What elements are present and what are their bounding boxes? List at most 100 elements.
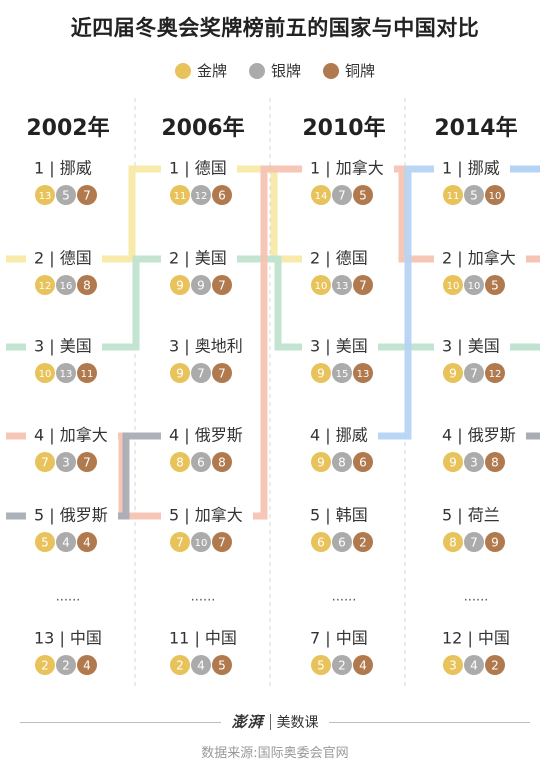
data-source: 数据来源:国际奥委会官网: [201, 746, 349, 761]
gold-medal-count: 8: [449, 536, 457, 550]
rank-country-label: 3 | 美国: [442, 337, 500, 356]
gold-medal-circle: [35, 452, 55, 472]
rank-country-label: 5 | 韩国: [310, 506, 368, 525]
silver-medal-count: 9: [197, 279, 205, 293]
silver-medal-count: 13: [336, 281, 349, 292]
bronze-medal-count: 10: [489, 191, 502, 202]
silver-medal-count: 7: [470, 536, 478, 550]
rank-country-label: 2 | 德国: [34, 249, 92, 268]
legend-label-gold: 金牌: [196, 62, 227, 80]
label-backdrop: [26, 505, 118, 527]
chart-title: 近四届冬奥会奖牌榜前五的国家与中国对比: [70, 16, 480, 40]
legend-label-bronze: 铜牌: [345, 62, 376, 80]
gold-medal-count: 12: [39, 281, 52, 292]
silver-medal-circle: [56, 532, 76, 552]
silver-medal-circle: [332, 452, 352, 472]
silver-medal-circle: [464, 185, 484, 205]
gold-medal-circle: [443, 452, 463, 472]
year-header: 2010年: [302, 115, 385, 141]
brand-name: 美数课: [276, 714, 319, 731]
silver-medal-circle: [332, 363, 352, 383]
medal-counts: 13 5 7: [35, 185, 97, 205]
silver-medal-circle: [56, 452, 76, 472]
silver-medal-circle: [191, 655, 211, 675]
gold-medal-count: 10: [315, 281, 328, 292]
connector-美国: [6, 255, 187, 351]
gold-medal-count: 9: [176, 367, 184, 381]
bronze-medal-circle: [212, 655, 232, 675]
gold-medal-circle: [170, 185, 190, 205]
bronze-medal-circle: [212, 185, 232, 205]
medal-counts: 10 10 5: [443, 275, 505, 295]
bronze-medal-circle: [353, 532, 373, 552]
gold-medal-count: 9: [317, 367, 325, 381]
rank-country-label: 2 | 加拿大: [442, 249, 516, 268]
silver-medal-dot: [248, 62, 265, 79]
gold-medal-count: 9: [449, 367, 457, 381]
bronze-medal-circle: [353, 363, 373, 383]
silver-medal-circle: [56, 655, 76, 675]
bronze-medal-circle: [353, 275, 373, 295]
gold-medal-count: 11: [447, 191, 460, 202]
silver-medal-circle: [191, 452, 211, 472]
bronze-medal-circle: [212, 452, 232, 472]
medal-counts: 7 10 7: [170, 532, 232, 552]
gold-medal-count: 9: [176, 279, 184, 293]
gold-medal-count: 14: [315, 191, 328, 202]
label-backdrop: [302, 336, 378, 358]
ellipsis: ......: [464, 590, 489, 605]
silver-medal-count: 8: [338, 456, 346, 470]
bronze-medal-count: 4: [83, 536, 91, 550]
gold-medal-count: 8: [176, 456, 184, 470]
bronze-medal-circle: [212, 275, 232, 295]
legend: 金牌 银牌 铜牌: [0, 60, 550, 81]
rank-country-label: 5 | 荷兰: [442, 506, 500, 525]
bronze-medal-count: 4: [83, 659, 91, 673]
bronze-medal-circle: [485, 452, 505, 472]
silver-medal-count: 3: [470, 456, 478, 470]
rank-country-label: 3 | 美国: [34, 337, 92, 356]
gold-medal-count: 6: [317, 536, 325, 550]
china-rank-label: 12 | 中国: [442, 629, 510, 648]
gold-medal-circle: [35, 532, 55, 552]
rank-country-label: 5 | 加拿大: [169, 506, 243, 525]
label-backdrop: [26, 248, 102, 270]
gold-medal-circle: [311, 275, 331, 295]
ellipsis: ......: [56, 590, 81, 605]
china-rank-label: 13 | 中国: [34, 629, 102, 648]
gold-medal-circle: [170, 275, 190, 295]
silver-medal-count: 6: [338, 536, 346, 550]
brand-separator: [269, 713, 271, 730]
bronze-medal-circle: [485, 532, 505, 552]
silver-medal-circle: [191, 275, 211, 295]
gold-medal-circle: [35, 363, 55, 383]
silver-medal-count: 4: [197, 659, 205, 673]
ellipsis: ......: [191, 590, 216, 605]
label-backdrop: [434, 628, 518, 650]
china-rank-label: 7 | 中国: [310, 629, 368, 648]
label-backdrop: [434, 425, 526, 447]
label-backdrop: [302, 505, 378, 527]
connector-俄罗斯: [6, 432, 187, 520]
gold-medal-circle: [311, 532, 331, 552]
gold-medal-count: 7: [176, 536, 184, 550]
gold-medal-count: 2: [176, 659, 184, 673]
silver-medal-count: 5: [470, 189, 478, 203]
bronze-medal-count: 2: [491, 659, 499, 673]
label-backdrop: [161, 336, 253, 358]
gold-medal-count: 9: [317, 456, 325, 470]
silver-medal-circle: [332, 655, 352, 675]
label-backdrop: [161, 158, 237, 180]
silver-medal-circle: [56, 185, 76, 205]
silver-medal-count: 13: [60, 369, 73, 380]
bronze-medal-count: 8: [218, 456, 226, 470]
bronze-medal-circle: [77, 363, 97, 383]
silver-medal-count: 7: [470, 367, 478, 381]
